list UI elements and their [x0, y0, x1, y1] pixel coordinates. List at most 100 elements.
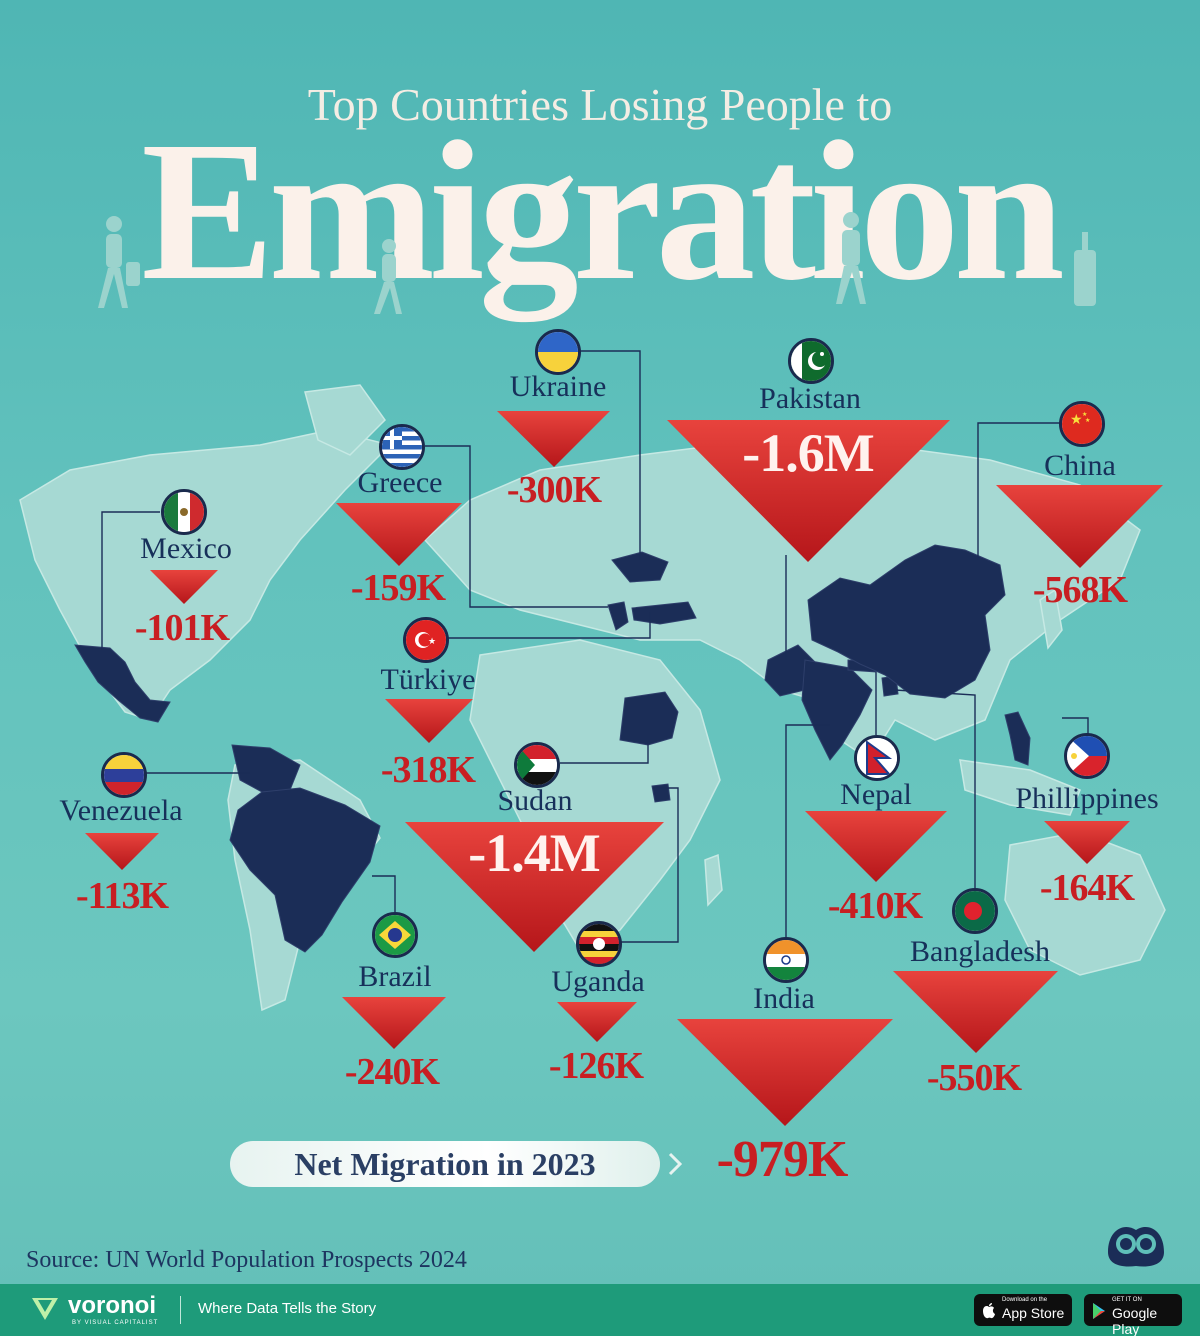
traveller-silhouette-icon — [374, 239, 402, 314]
svg-text:★: ★ — [428, 637, 436, 647]
country-name-bangladesh: Bangladesh — [910, 935, 1050, 968]
app-store-button[interactable]: Download on the App Store — [974, 1294, 1072, 1326]
brand-subline: BY VISUAL CAPITALIST — [72, 1320, 159, 1326]
philippines-triangle — [1044, 821, 1130, 864]
philippines-flag-icon — [1064, 733, 1110, 779]
greece-triangle — [336, 503, 462, 566]
brazil-triangle — [342, 997, 446, 1049]
svg-text:★: ★ — [1082, 411, 1087, 418]
value-bangladesh: -550K — [926, 1057, 1022, 1099]
country-name-ukraine: Ukraine — [509, 370, 607, 403]
value-philippines: -164K — [1039, 867, 1135, 909]
sudan-connector — [560, 742, 649, 764]
nepal-triangle — [805, 811, 947, 882]
mexico-shape — [74, 644, 171, 723]
uganda-triangle — [557, 1002, 637, 1042]
ukraine-triangle — [497, 411, 610, 467]
sudan-flag-icon — [514, 742, 560, 788]
value-ukraine: -300K — [506, 469, 602, 511]
mexico-connector — [101, 511, 160, 650]
bangladesh-connector — [894, 689, 976, 888]
value-brazil: -240K — [344, 1051, 440, 1093]
ukraine-shape — [611, 551, 669, 583]
india-flag-icon — [763, 937, 809, 983]
country-name-nepal: Nepal — [840, 778, 912, 811]
bangladesh-triangle — [893, 971, 1058, 1053]
brand-name: voronoi — [68, 1292, 156, 1319]
venezuela-triangle — [85, 833, 159, 870]
country-name-philippines: Phillippines — [1015, 782, 1159, 815]
country-name-sudan: Sudan — [497, 784, 573, 817]
country-name-brazil: Brazil — [358, 960, 432, 993]
greece-flag-icon — [379, 424, 425, 470]
pakistan-flag-icon — [788, 338, 834, 384]
google-play-button[interactable]: GET IT ON Google Play — [1084, 1294, 1182, 1336]
apple-icon — [983, 1303, 995, 1319]
value-india: -979K — [716, 1131, 849, 1188]
value-mexico: -101K — [134, 607, 230, 649]
value-venezuela: -113K — [75, 875, 169, 917]
country-name-uganda: Uganda — [551, 965, 645, 998]
connector-lines — [101, 350, 1089, 943]
value-uganda: -126K — [548, 1045, 644, 1087]
greece-shape — [607, 601, 629, 631]
southeast-asia-islands-land — [959, 759, 1081, 816]
turkiye-shape — [631, 601, 697, 625]
china-flag-icon: ★ ★ ★ — [1059, 401, 1105, 447]
brazil-connector — [372, 875, 396, 912]
google-play-icon — [1093, 1303, 1105, 1319]
traveller-silhouette-icon — [98, 216, 140, 308]
brazil-flag-icon — [372, 912, 418, 958]
value-sudan: -1.4M — [468, 823, 600, 883]
country-name-turkiye: Türkiye — [380, 663, 476, 696]
ukraine-connector — [580, 350, 641, 560]
app-store-small-label: Download on the — [1002, 1297, 1048, 1303]
china-shape — [807, 544, 1006, 699]
uganda-flag-icon — [576, 921, 622, 967]
value-pakistan: -1.6M — [742, 423, 874, 483]
sudan-shape — [619, 691, 679, 746]
footer-bar: voronoi BY VISUAL CAPITALIST Where Data … — [0, 1284, 1200, 1336]
svg-text:★: ★ — [1085, 417, 1090, 424]
sudan-triangle — [405, 822, 664, 952]
chart-subtitle: Top Countries Losing People to — [307, 79, 893, 130]
india-shape — [801, 659, 873, 761]
app-store-large-label: App Store — [1002, 1305, 1065, 1321]
china-triangle — [996, 485, 1163, 568]
value-china: -568K — [1032, 569, 1128, 611]
mexico-triangle — [150, 570, 218, 604]
bangladesh-flag-icon — [952, 888, 998, 934]
google-play-large-label: Google Play — [1112, 1305, 1158, 1336]
country-name-pakistan: Pakistan — [759, 382, 861, 415]
turkiye-triangle — [385, 699, 473, 743]
footer-divider — [180, 1296, 181, 1324]
uganda-connector — [620, 787, 679, 943]
japan-land — [1039, 588, 1063, 650]
traveller-silhouette-icon — [836, 212, 866, 304]
value-nepal: -410K — [827, 885, 923, 927]
madagascar-land — [704, 853, 723, 907]
mexico-flag-icon — [161, 489, 207, 535]
value-turkiye: -318K — [380, 749, 476, 791]
visual-capitalist-mascot-icon — [1108, 1226, 1164, 1267]
value-greece: -159K — [350, 567, 446, 609]
source-note: Source: UN World Population Prospects 20… — [26, 1247, 467, 1273]
pakistan-triangle — [667, 420, 950, 562]
india-connector — [785, 724, 830, 937]
luggage-silhouette-icon — [1074, 232, 1096, 306]
greece-connector — [425, 445, 608, 608]
india-triangle — [677, 1019, 893, 1126]
turkiye-flag-icon: ★ — [403, 617, 449, 663]
turkiye-connector — [448, 612, 651, 639]
nepal-flag-icon — [854, 735, 900, 781]
country-name-india: India — [753, 982, 815, 1015]
ukraine-flag-icon — [535, 329, 581, 375]
philippines-shape — [1004, 711, 1031, 766]
country-name-china: China — [1044, 449, 1116, 482]
tagline: Where Data Tells the Story — [198, 1300, 377, 1317]
greenland-land — [304, 384, 386, 456]
svg-text:★: ★ — [1070, 412, 1083, 428]
china-connector — [977, 422, 1062, 560]
